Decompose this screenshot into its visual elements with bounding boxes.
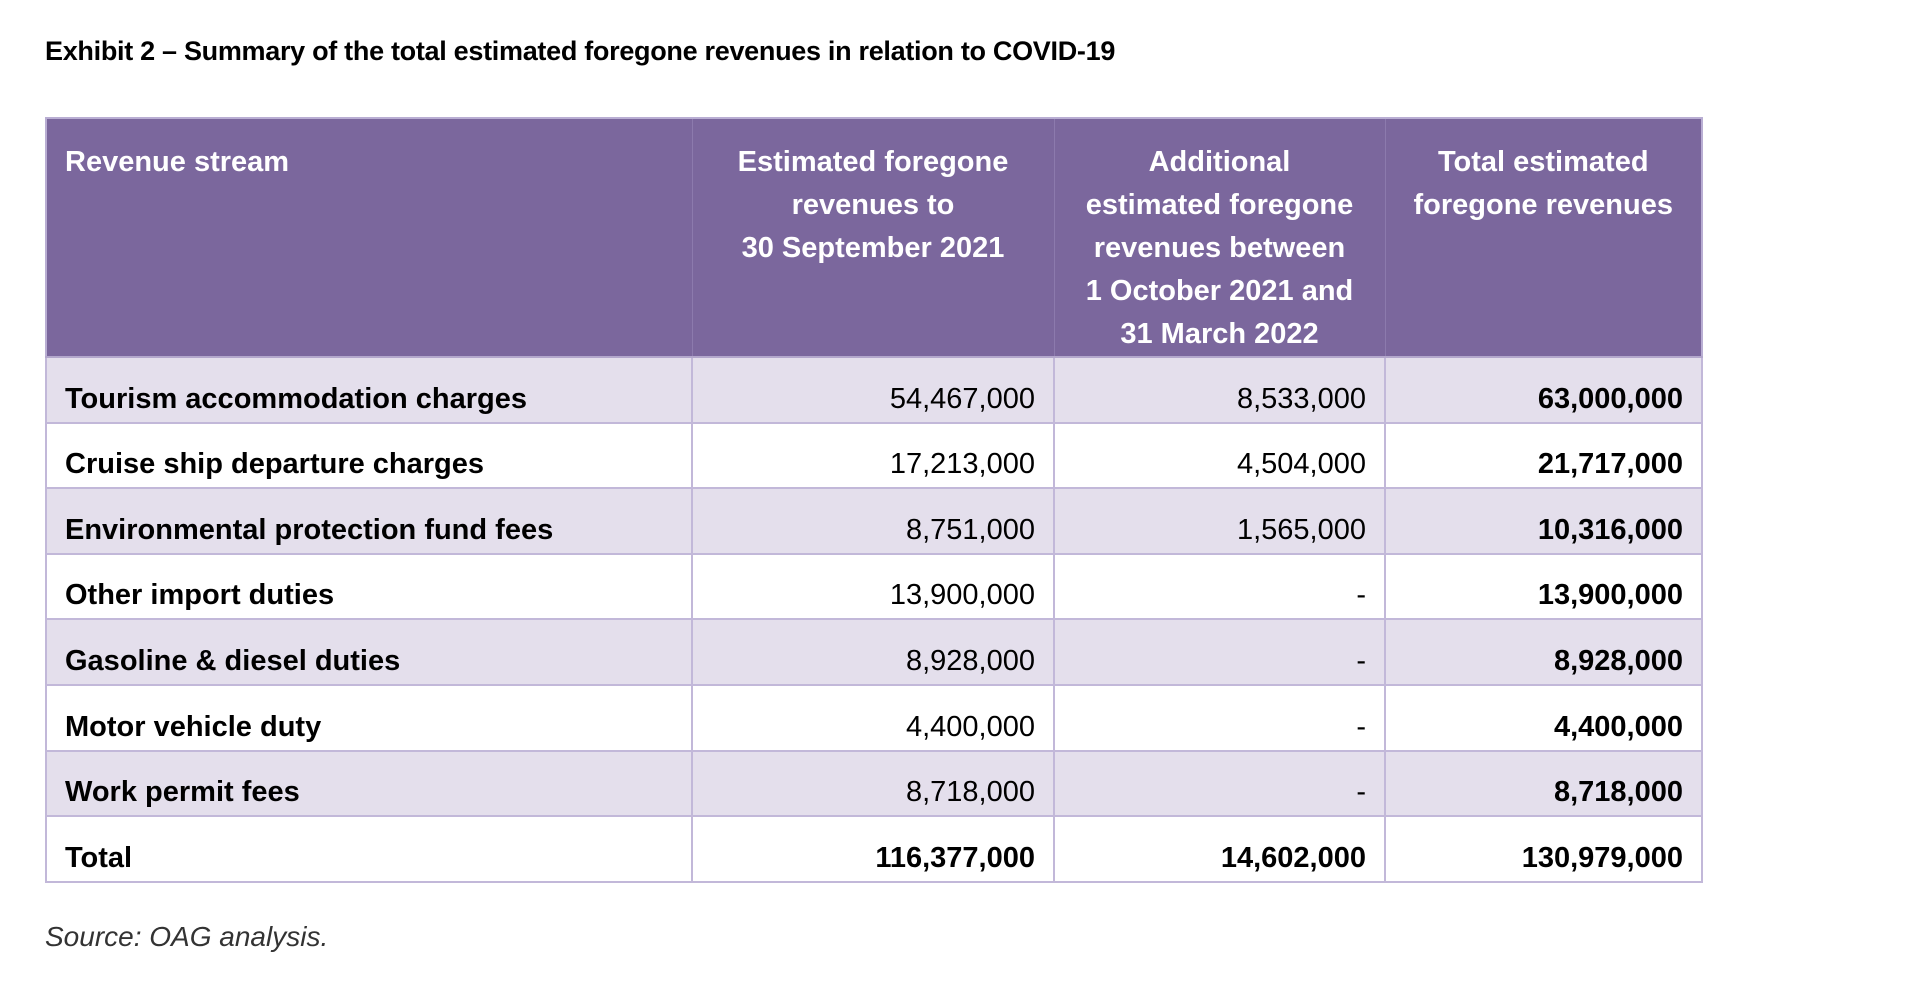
oct2021-mar2022-cell: - bbox=[1053, 683, 1386, 752]
source-note: Source: OAG analysis. bbox=[45, 921, 329, 952]
oct2021-mar2022-cell: 1,565,000 bbox=[1053, 487, 1386, 555]
header-line: estimated foregone bbox=[1085, 189, 1354, 221]
table-total-row: Total 116,377,000 14,602,000 130,979,000 bbox=[45, 815, 1703, 883]
header-revenue-stream: Revenue stream bbox=[46, 118, 692, 358]
oct2021-mar2022-cell: - bbox=[1053, 552, 1386, 621]
to-sep-2021-cell: 8,751,000 bbox=[691, 487, 1055, 555]
header-line: 1 October 2021 and bbox=[1085, 275, 1354, 307]
to-sep-2021-cell: 17,213,000 bbox=[691, 421, 1055, 490]
to-sep-2021-cell: 54,467,000 bbox=[691, 356, 1055, 424]
oct2021-mar2022-cell: 8,533,000 bbox=[1053, 356, 1386, 424]
header-estimated-to-sep-2021: Estimated foregone revenues to 30 Septem… bbox=[691, 118, 1054, 358]
table-header-row: Revenue stream Estimated foregone revenu… bbox=[46, 118, 1702, 358]
revenue-stream-cell: Cruise ship departure charges bbox=[45, 421, 693, 490]
header-line: Additional bbox=[1148, 146, 1291, 178]
table-row: Environmental protection fund fees 8,751… bbox=[45, 487, 1703, 555]
revenue-stream-cell: Motor vehicle duty bbox=[45, 683, 693, 752]
revenue-stream-cell: Tourism accommodation charges bbox=[45, 356, 693, 424]
revenue-stream-cell: Gasoline & diesel duties bbox=[45, 618, 693, 686]
header-total-estimated: Total estimated foregone revenues bbox=[1384, 118, 1702, 358]
header-line: revenues to bbox=[791, 189, 955, 221]
total-cell: 63,000,000 bbox=[1384, 356, 1703, 424]
foregone-revenues-table: Revenue stream Estimated foregone revenu… bbox=[45, 117, 1703, 883]
header-line: 30 September 2021 bbox=[741, 232, 1005, 264]
total-oct2021-mar2022-cell: 14,602,000 bbox=[1053, 815, 1386, 883]
header-line: revenues between bbox=[1093, 232, 1346, 264]
oct2021-mar2022-cell: - bbox=[1053, 618, 1386, 686]
table-row: Motor vehicle duty 4,400,000 - 4,400,000 bbox=[45, 683, 1703, 752]
total-cell: 13,900,000 bbox=[1384, 552, 1703, 621]
total-cell: 10,316,000 bbox=[1384, 487, 1703, 555]
grand-total-cell: 130,979,000 bbox=[1384, 815, 1703, 883]
to-sep-2021-cell: 8,718,000 bbox=[691, 749, 1055, 818]
total-cell: 21,717,000 bbox=[1384, 421, 1703, 490]
table-row: Cruise ship departure charges 17,213,000… bbox=[45, 421, 1703, 490]
to-sep-2021-cell: 4,400,000 bbox=[691, 683, 1055, 752]
header-line: 31 March 2022 bbox=[1120, 318, 1319, 350]
revenue-stream-cell: Other import duties bbox=[45, 552, 693, 621]
header-line: Total estimated bbox=[1437, 146, 1649, 178]
total-cell: 8,928,000 bbox=[1384, 618, 1703, 686]
oct2021-mar2022-cell: - bbox=[1053, 749, 1386, 818]
header-line: Estimated foregone bbox=[737, 146, 1009, 178]
total-to-sep-2021-cell: 116,377,000 bbox=[691, 815, 1055, 883]
to-sep-2021-cell: 8,928,000 bbox=[691, 618, 1055, 686]
to-sep-2021-cell: 13,900,000 bbox=[691, 552, 1055, 621]
revenue-stream-cell: Environmental protection fund fees bbox=[45, 487, 693, 555]
total-label-cell: Total bbox=[45, 815, 693, 883]
header-line: Revenue stream bbox=[65, 146, 290, 178]
header-additional-oct2021-mar2022: Additional estimated foregone revenues b… bbox=[1053, 118, 1385, 358]
revenue-stream-cell: Work permit fees bbox=[45, 749, 693, 818]
header-line: foregone revenues bbox=[1413, 189, 1673, 221]
total-cell: 4,400,000 bbox=[1384, 683, 1703, 752]
total-cell: 8,718,000 bbox=[1384, 749, 1703, 818]
table-row: Tourism accommodation charges 54,467,000… bbox=[45, 356, 1703, 424]
table-row: Gasoline & diesel duties 8,928,000 - 8,9… bbox=[45, 618, 1703, 686]
table-row: Other import duties 13,900,000 - 13,900,… bbox=[45, 552, 1703, 621]
oct2021-mar2022-cell: 4,504,000 bbox=[1053, 421, 1386, 490]
table-row: Work permit fees 8,718,000 - 8,718,000 bbox=[45, 749, 1703, 818]
exhibit-title: Exhibit 2 – Summary of the total estimat… bbox=[45, 36, 1116, 66]
